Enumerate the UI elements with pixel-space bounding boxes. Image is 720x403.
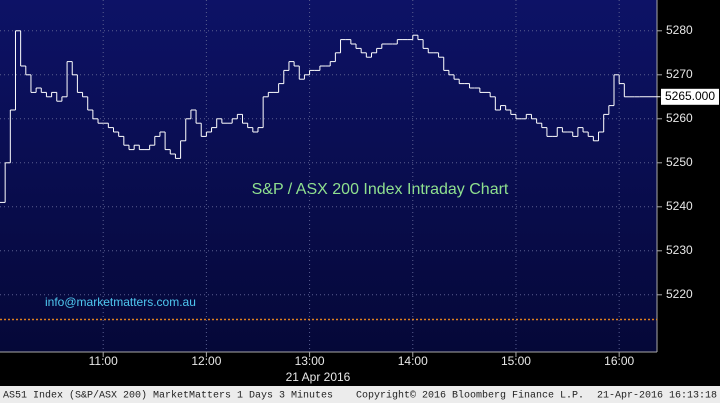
x-tick-label: 15:00 [501,354,531,368]
x-tick-label: 14:00 [398,354,428,368]
y-tick-label: 5220 [666,287,693,301]
last-price-box [661,88,719,105]
chart-title: S&P / ASX 200 Index Intraday Chart [252,181,509,198]
y-tick-label: 5230 [666,243,693,257]
x-tick-label: 11:00 [89,354,118,368]
annotation: info@marketmatters.com.au [45,295,196,309]
plot-area [0,0,657,352]
footer-bar [0,386,720,403]
x-tick-label: 12:00 [191,354,221,368]
y-tick-label: 5250 [666,155,693,169]
date-label: 21 Apr 2016 [286,370,351,384]
x-tick-label: 13:00 [295,354,325,368]
footer-center: Copyright© 2016 Bloomberg Finance L.P. [356,390,584,402]
footer-right: 21-Apr-2016 16:13:18 [597,391,717,402]
y-tick-label: 5240 [666,199,693,213]
y-tick-label: 5270 [666,67,693,81]
footer-left: AS51 Index (S&P/ASX 200) MarketMatters 1… [3,390,333,402]
last-price-label: 5265.000 [665,89,715,103]
y-tick-label: 5280 [666,23,693,37]
x-tick-label: 16:00 [604,354,634,368]
y-tick-label: 5260 [666,111,693,125]
